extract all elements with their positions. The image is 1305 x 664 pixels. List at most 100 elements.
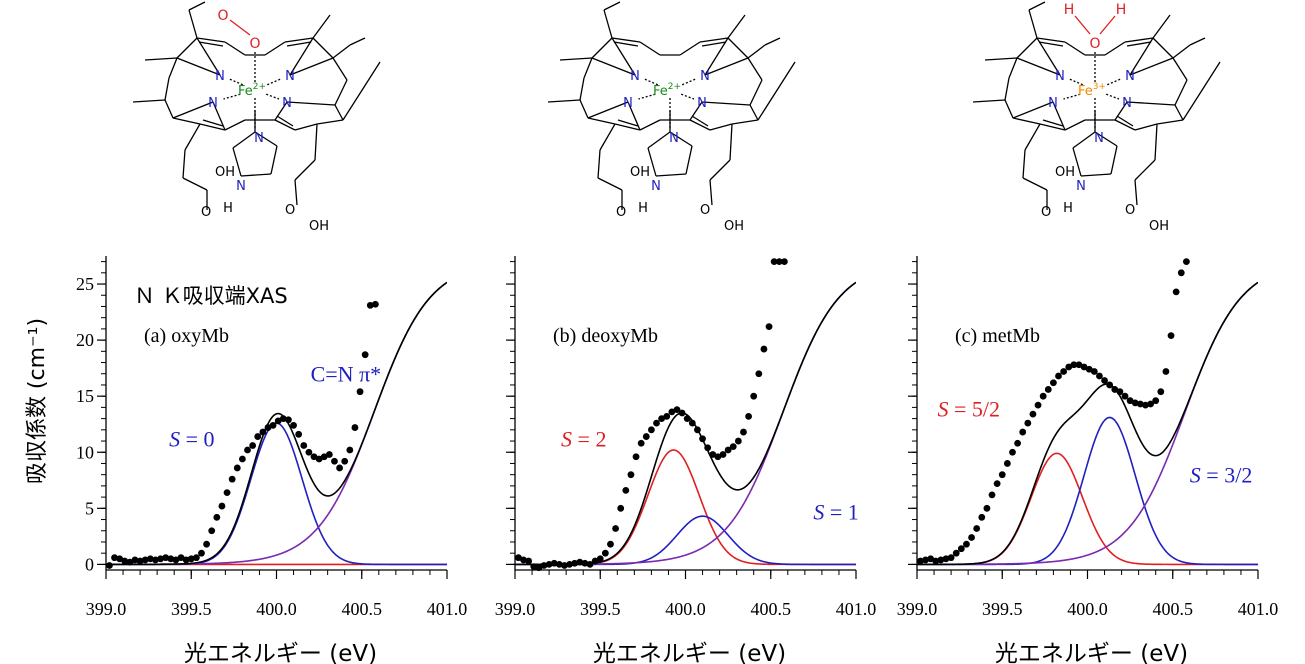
nitrogen-label: N xyxy=(697,96,707,111)
data-point xyxy=(1075,361,1083,369)
annotation: C=N π* xyxy=(311,362,382,387)
data-point xyxy=(942,555,950,563)
data-point xyxy=(988,491,996,499)
data-point xyxy=(1147,400,1154,408)
data-point xyxy=(648,426,655,434)
chart-panel-2: 399.0 399.5 400.0 400.5 401.0 光エネルギー (eV) (b) … xyxy=(495,256,877,664)
data-point xyxy=(586,560,594,568)
hydrogen-label: H xyxy=(638,201,648,216)
data-point xyxy=(192,554,200,562)
data-point xyxy=(152,556,159,564)
data-point xyxy=(755,370,763,378)
data-point xyxy=(607,540,614,548)
data-point xyxy=(1111,386,1119,393)
y-tick-label: 15 xyxy=(76,386,94,406)
data-point xyxy=(172,556,180,564)
data-point xyxy=(952,549,960,557)
data-point xyxy=(187,555,195,563)
data-points xyxy=(917,258,1190,565)
oh-label: OH xyxy=(724,219,744,234)
data-point xyxy=(1116,388,1124,396)
data-point xyxy=(1152,397,1160,405)
data-points xyxy=(106,300,379,569)
ligand-atom: H xyxy=(1064,2,1075,18)
data-point xyxy=(709,451,717,458)
data-point xyxy=(1126,397,1134,405)
data-point xyxy=(550,559,558,567)
y-axis-label: 吸収係数 (cm⁻¹) xyxy=(25,318,50,484)
data-point xyxy=(922,556,929,564)
data-point xyxy=(167,555,175,563)
oh-label: OH xyxy=(215,165,235,180)
data-point xyxy=(637,439,645,447)
data-point xyxy=(126,558,134,566)
data-point xyxy=(279,415,287,423)
data-point xyxy=(993,480,1001,488)
x-tick-label: 401.0 xyxy=(427,599,468,619)
nitrogen-label: N xyxy=(282,96,292,111)
data-point xyxy=(745,412,752,420)
data-point xyxy=(740,428,747,436)
curve-component xyxy=(515,449,856,566)
data-point xyxy=(642,433,650,440)
data-point xyxy=(315,455,323,463)
data-point xyxy=(1044,386,1052,393)
data-point xyxy=(612,525,619,532)
data-point xyxy=(937,556,945,564)
curve-fit_total xyxy=(917,281,1258,566)
x-tick-label: 399.5 xyxy=(580,599,621,619)
chart-header: Ｎ Ｋ吸収端XAS xyxy=(134,284,288,308)
data-point xyxy=(136,557,144,565)
nitrogen-label: N xyxy=(1094,131,1104,146)
y-tick-label: 0 xyxy=(85,554,94,574)
data-point xyxy=(233,464,241,472)
data-point xyxy=(1162,368,1170,375)
oh-label: OH xyxy=(309,219,329,234)
nitrogen-label: N xyxy=(669,131,679,146)
data-point xyxy=(1039,392,1047,400)
curves xyxy=(917,281,1258,566)
data-point xyxy=(1055,372,1062,380)
data-point xyxy=(596,555,604,563)
x-tick-label: 399.0 xyxy=(495,599,536,619)
data-point xyxy=(146,555,154,563)
data-point xyxy=(973,525,981,532)
data-point xyxy=(699,435,706,443)
data-point xyxy=(1172,288,1180,296)
annotation: S = 0 xyxy=(169,427,214,452)
data-point xyxy=(320,453,328,461)
x-tick-label: 399.5 xyxy=(982,599,1023,619)
data-point xyxy=(581,559,589,567)
data-point xyxy=(780,258,788,266)
data-point xyxy=(1136,400,1144,408)
data-point xyxy=(724,446,732,454)
data-point xyxy=(1177,269,1185,277)
o-label: O xyxy=(201,205,211,220)
data-point xyxy=(1142,401,1149,409)
data-point xyxy=(223,489,231,497)
data-point xyxy=(591,557,599,565)
data-point xyxy=(734,437,742,445)
data-point xyxy=(968,534,975,541)
data-point xyxy=(673,406,681,414)
data-point xyxy=(566,560,573,568)
ligand-atom: H xyxy=(1116,2,1127,18)
data-point xyxy=(351,424,359,431)
nitrogen-label: N xyxy=(208,96,218,111)
data-point xyxy=(540,562,548,569)
data-point xyxy=(978,513,986,521)
curve-fit_total xyxy=(106,281,447,566)
data-points xyxy=(515,258,788,572)
data-point xyxy=(947,554,955,562)
x-tick-label: 400.0 xyxy=(665,599,706,619)
nitrogen-label: N xyxy=(630,69,640,84)
x-tick-label: 400.0 xyxy=(256,599,297,619)
data-point xyxy=(729,443,737,451)
data-point xyxy=(157,555,164,563)
data-point xyxy=(244,446,251,454)
x-tick-label: 401.0 xyxy=(836,599,877,619)
iron-label: Fe3+ xyxy=(1078,82,1106,99)
curve-component xyxy=(515,515,856,566)
data-point xyxy=(208,527,216,535)
